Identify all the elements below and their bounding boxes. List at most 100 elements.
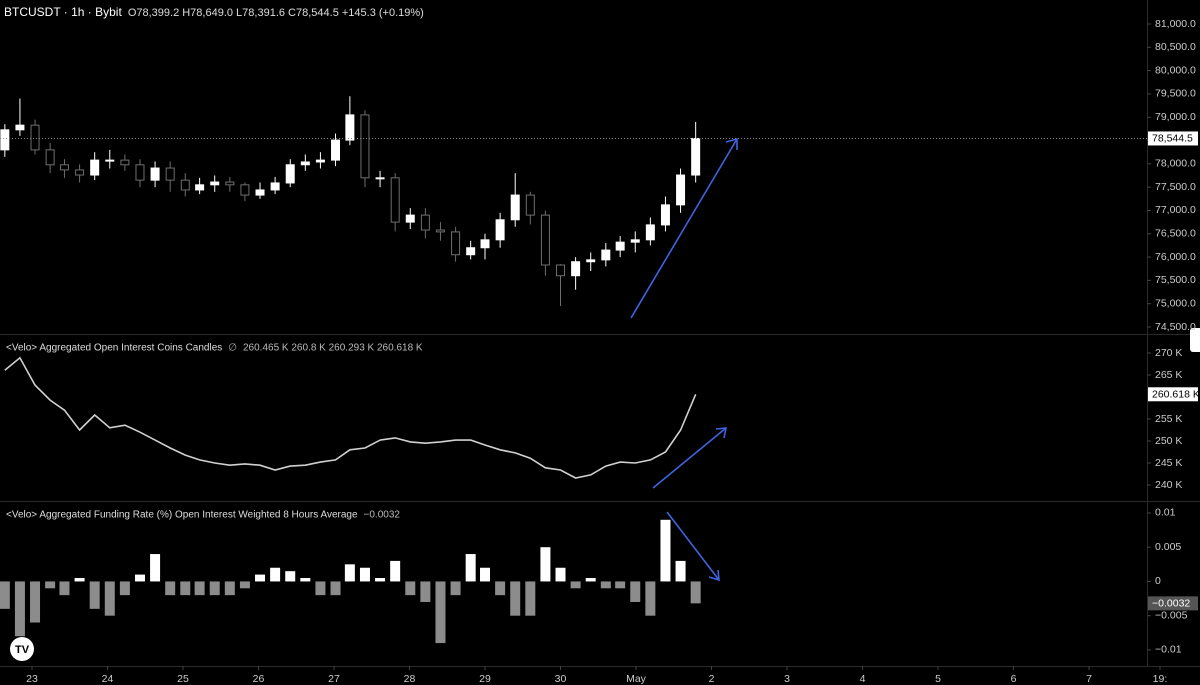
panel-title: BTCUSDT · 1h · Bybit <box>4 5 122 19</box>
funding-bar <box>0 581 10 609</box>
x-tick-label: 28 <box>404 673 416 685</box>
funding-bar <box>555 567 566 582</box>
candles <box>0 96 701 307</box>
candle-body <box>0 129 10 151</box>
arrow-head <box>708 569 720 582</box>
y-tick-label: 75,500.0 <box>1155 274 1196 286</box>
y-tick-label: 77,000.0 <box>1155 204 1196 216</box>
candle-body <box>390 177 400 223</box>
funding-bar <box>420 581 431 602</box>
candle-body <box>630 239 640 243</box>
candle-body <box>405 214 415 223</box>
y-tick-label: 245 K <box>1155 457 1182 469</box>
candle-body <box>15 124 25 131</box>
y-tick-label: 76,500.0 <box>1155 228 1196 240</box>
candle-body <box>615 241 625 251</box>
funding-bar <box>30 581 41 623</box>
candle-body <box>480 239 490 249</box>
y-tick-label: 78,000.0 <box>1155 158 1196 170</box>
last-value-label: 260.618 K <box>1152 389 1200 401</box>
candle-body <box>676 174 686 206</box>
candle-body <box>571 261 581 277</box>
funding-bar <box>104 581 115 616</box>
x-tick-label: May <box>626 673 647 685</box>
funding-bar <box>465 554 476 582</box>
y-tick-label: 270 K <box>1155 347 1182 359</box>
y-tick-label: 255 K <box>1155 413 1182 425</box>
arrow <box>630 138 738 319</box>
funding-bar <box>525 581 536 616</box>
candle-body <box>345 114 355 141</box>
y-tick-label: 79,000.0 <box>1155 111 1196 123</box>
funding-bar <box>630 581 641 602</box>
funding-bar <box>300 578 311 582</box>
candle-body <box>195 184 205 191</box>
oi-line <box>4 356 697 479</box>
logo-mark: TV <box>15 644 30 656</box>
y-tick-label: −0.005 <box>1155 609 1188 621</box>
last-value-label: 78,544.5 <box>1152 133 1193 145</box>
funding-bar <box>330 581 341 596</box>
candle-body <box>660 204 670 226</box>
funding-bar <box>270 567 281 582</box>
x-tick-label: 4 <box>860 673 866 685</box>
logo-circle <box>10 637 34 661</box>
funding-bar <box>375 578 386 582</box>
funding-bar <box>645 581 656 616</box>
x-tick-label: 23 <box>26 673 38 685</box>
funding-bar <box>344 564 355 582</box>
funding-bar <box>239 581 250 589</box>
funding-bar <box>74 578 85 582</box>
candle-body <box>495 219 505 241</box>
candle-body <box>270 182 280 191</box>
x-tick-label: 19: <box>1153 673 1168 685</box>
candle-body <box>586 259 596 263</box>
x-tick-label: 30 <box>555 673 567 685</box>
funding-bar <box>14 581 25 637</box>
candle-body <box>75 169 85 176</box>
funding-bar <box>540 547 551 582</box>
candle-body <box>645 224 655 241</box>
x-tick-label: 2 <box>709 673 715 685</box>
y-tick-label: 240 K <box>1155 479 1182 491</box>
candle-body <box>225 181 235 186</box>
candle-body <box>105 159 115 162</box>
candle-body <box>240 184 250 196</box>
candle-body <box>331 139 341 161</box>
x-tick-label: 29 <box>479 673 491 685</box>
funding-bar <box>510 581 521 616</box>
y-tick-label: 74,500.0 <box>1155 321 1196 333</box>
y-tick-label: 80,500.0 <box>1155 41 1196 53</box>
candle-body <box>601 249 611 261</box>
tv-logo: TV <box>10 637 34 661</box>
funding-bar <box>315 581 326 596</box>
collapse-tab[interactable] <box>1190 328 1200 352</box>
y-tick-label: 250 K <box>1155 435 1182 447</box>
candle-body <box>285 164 295 184</box>
y-tick-label: 81,000.0 <box>1155 18 1196 30</box>
candle-body <box>691 137 701 176</box>
candle-body <box>45 149 55 166</box>
funding-bar <box>150 554 161 582</box>
candle-body <box>120 159 130 166</box>
candle-body <box>300 161 310 166</box>
candle-body <box>525 194 535 216</box>
legend-values: O78,399.2 H78,649.0 L78,391.6 C78,544.5 … <box>128 7 424 19</box>
funding-bar <box>585 578 596 582</box>
funding-bar <box>390 560 401 582</box>
arrow <box>666 511 720 581</box>
candle-body <box>375 177 385 180</box>
arrow-head <box>725 137 738 150</box>
candle-body <box>59 164 69 171</box>
funding-bar <box>180 581 191 596</box>
funding-bar <box>615 581 626 589</box>
funding-bar <box>675 560 686 582</box>
funding-bar <box>690 581 701 604</box>
last-value-box <box>1148 387 1198 402</box>
candle-body <box>135 164 145 181</box>
candle-body <box>360 114 370 179</box>
annotations <box>630 137 738 582</box>
y-tick-label: 0.01 <box>1155 507 1176 519</box>
funding-bar <box>480 567 491 582</box>
